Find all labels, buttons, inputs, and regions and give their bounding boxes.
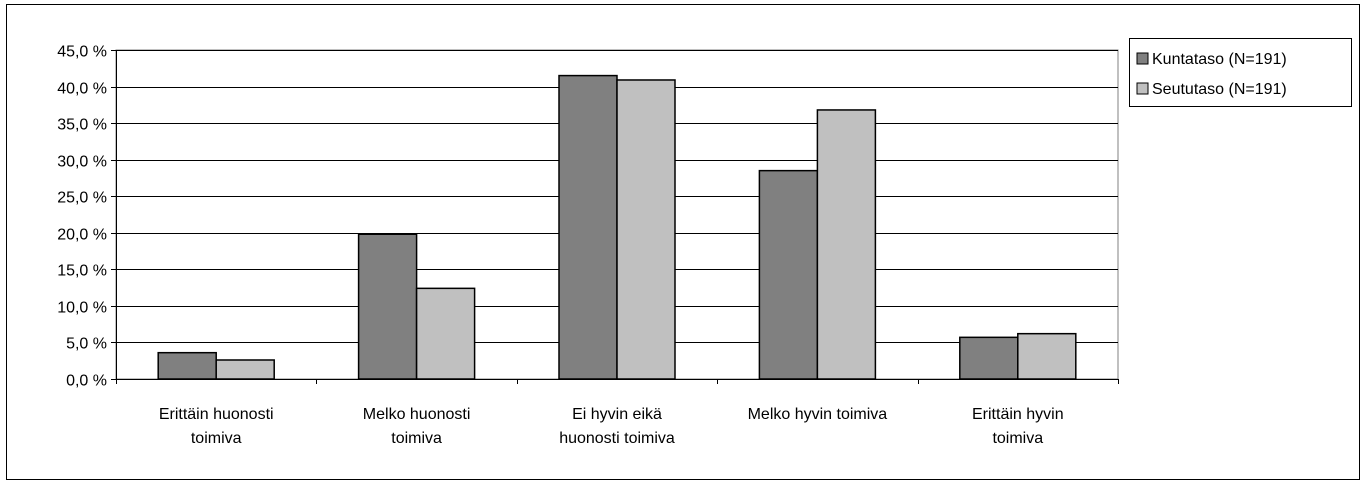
y-tick-label: 10,0 % bbox=[57, 300, 107, 317]
x-category-label: Erittäin huonosti bbox=[159, 406, 274, 423]
bar bbox=[616, 79, 676, 380]
x-category-label: toimiva bbox=[191, 430, 242, 447]
legend-box bbox=[1129, 38, 1352, 107]
y-tick-label: 15,0 % bbox=[57, 263, 107, 280]
bar bbox=[1017, 332, 1077, 380]
y-tick-label: 30,0 % bbox=[57, 154, 107, 171]
bar bbox=[157, 351, 217, 380]
y-tick-label: 45,0 % bbox=[57, 44, 107, 61]
x-category-label: huonosti toimiva bbox=[559, 430, 675, 447]
x-category-label: Melko hyvin toimiva bbox=[748, 406, 888, 423]
legend-label: Kuntataso (N=191) bbox=[1152, 51, 1287, 68]
bar bbox=[558, 74, 618, 380]
legend-swatch bbox=[1136, 82, 1149, 95]
y-tick-label: 25,0 % bbox=[57, 190, 107, 207]
x-category-label: Ei hyvin eikä bbox=[572, 406, 662, 423]
legend: Kuntataso (N=191) Seututaso (N=191) bbox=[1129, 38, 1352, 107]
y-tick-label: 20,0 % bbox=[57, 227, 107, 244]
y-tick-label: 40,0 % bbox=[57, 81, 107, 98]
bar bbox=[357, 233, 418, 380]
x-category-label: Erittäin hyvin bbox=[972, 406, 1064, 423]
y-tick-label: 35,0 % bbox=[57, 117, 107, 134]
y-axis-tick-labels: 0,0 % 5,0 % 10,0 % 15,0 % 20,0 % 25,0 % 30,0 %… bbox=[57, 44, 107, 390]
x-category-label: toimiva bbox=[992, 430, 1043, 447]
bar bbox=[959, 336, 1019, 380]
legend-swatch bbox=[1136, 52, 1149, 65]
bar bbox=[415, 287, 476, 380]
bar bbox=[215, 359, 275, 380]
bars bbox=[157, 74, 1077, 380]
x-category-label: toimiva bbox=[391, 430, 442, 447]
y-tick-label: 5,0 % bbox=[66, 336, 107, 353]
axes bbox=[111, 50, 1119, 384]
y-tick-label: 0,0 % bbox=[66, 373, 107, 390]
bar bbox=[758, 169, 819, 380]
bar-chart: 0,0 % 5,0 % 10,0 % 15,0 % 20,0 % 25,0 % 30,0 %… bbox=[57, 38, 1352, 447]
chart-frame: 0,0 % 5,0 % 10,0 % 15,0 % 20,0 % 25,0 % 30,0 %… bbox=[6, 4, 1360, 480]
x-axis-category-labels: Erittäin huonosti toimiva Melko huonosti to… bbox=[159, 406, 1064, 447]
legend-label: Seututaso (N=191) bbox=[1152, 81, 1287, 98]
x-category-label: Melko huonosti bbox=[363, 406, 471, 423]
bar bbox=[816, 109, 877, 380]
